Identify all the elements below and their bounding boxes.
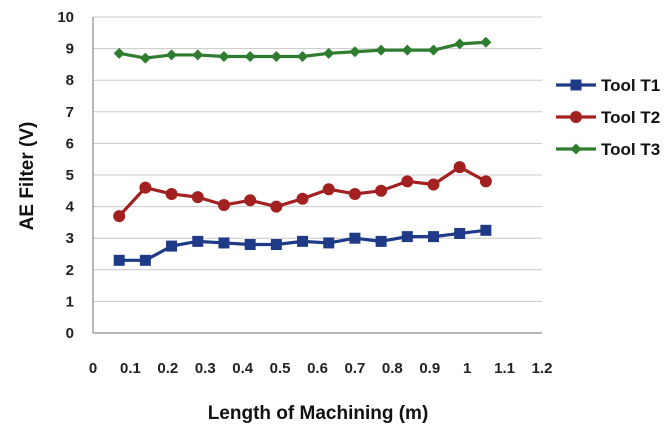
y-tick-labels: 0 1 2 3 4 5 6 7 8 9 10 xyxy=(57,9,74,342)
data-point xyxy=(192,49,204,61)
y-tick-label: 3 xyxy=(66,230,74,247)
data-point xyxy=(113,47,125,59)
series-tool-t2 xyxy=(113,161,492,223)
data-point xyxy=(139,254,151,266)
y-tick-label: 6 xyxy=(66,135,74,152)
data-point xyxy=(165,187,178,200)
series-tool-t3 xyxy=(113,36,492,64)
data-point xyxy=(401,231,413,243)
y-tick-label: 5 xyxy=(66,167,74,184)
data-point xyxy=(479,175,492,188)
legend: Tool T1 Tool T2 Tool T3 xyxy=(556,76,660,159)
data-point xyxy=(375,235,387,247)
data-point xyxy=(218,237,230,249)
x-tick-label: 1.2 xyxy=(532,360,553,377)
x-tick-label: 0.6 xyxy=(307,360,328,377)
legend-item: Tool T2 xyxy=(556,108,660,127)
series-tool-t1 xyxy=(113,224,492,266)
data-point xyxy=(401,44,413,56)
data-point xyxy=(113,210,126,223)
data-point xyxy=(192,235,204,247)
data-point xyxy=(270,200,283,213)
data-point xyxy=(375,44,387,56)
y-tick-label: 1 xyxy=(66,293,74,310)
data-point xyxy=(270,239,282,251)
y-axis-title: AE Filter (V) xyxy=(17,122,38,231)
data-point xyxy=(348,187,361,200)
data-point xyxy=(218,51,230,62)
data-point xyxy=(244,51,256,62)
series xyxy=(113,36,492,266)
data-point xyxy=(427,231,439,243)
data-point xyxy=(322,183,335,196)
data-point xyxy=(427,44,439,56)
data-point xyxy=(296,192,309,205)
data-point xyxy=(454,38,466,50)
data-point xyxy=(427,178,440,191)
x-tick-label: 0.1 xyxy=(120,360,141,377)
legend-marker xyxy=(570,79,582,91)
y-tick-label: 4 xyxy=(66,199,75,216)
data-point xyxy=(297,235,309,247)
y-tick-label: 8 xyxy=(66,72,74,89)
x-tick-label: 0.4 xyxy=(232,360,254,377)
data-point xyxy=(401,175,414,188)
legend-label: Tool T2 xyxy=(601,108,660,127)
axes xyxy=(92,17,542,334)
data-point xyxy=(113,254,125,266)
y-tick-label: 2 xyxy=(66,262,74,279)
data-point xyxy=(244,239,256,251)
legend-label: Tool T3 xyxy=(601,140,660,159)
y-tick-label: 10 xyxy=(57,9,74,26)
data-point xyxy=(270,51,282,62)
data-point xyxy=(323,47,335,59)
data-point xyxy=(191,191,204,204)
data-point xyxy=(166,240,178,252)
x-tick-label: 0.2 xyxy=(157,360,178,377)
data-point xyxy=(480,224,492,236)
legend-item: Tool T1 xyxy=(556,76,660,95)
grid-lines xyxy=(93,16,542,302)
x-tick-label: 0 xyxy=(89,360,97,377)
data-point xyxy=(139,52,151,64)
x-tick-label: 0.7 xyxy=(344,360,365,377)
x-tick-labels: 0 0.1 0.2 0.3 0.4 0.5 0.6 0.7 0.8 0.9 1 1.1 1.2 xyxy=(89,360,553,377)
y-tick-label: 0 xyxy=(66,325,74,342)
x-tick-label: 0.9 xyxy=(419,360,440,377)
data-point xyxy=(139,181,152,194)
data-point xyxy=(297,51,309,62)
data-point xyxy=(244,194,257,207)
data-point xyxy=(349,232,361,244)
legend-label: Tool T1 xyxy=(601,76,660,95)
data-point xyxy=(375,184,388,197)
data-point xyxy=(349,46,361,58)
x-tick-label: 0.3 xyxy=(195,360,216,377)
legend-item: Tool T3 xyxy=(556,140,660,159)
legend-marker xyxy=(570,143,582,155)
data-point xyxy=(480,36,492,48)
x-tick-label: 0.8 xyxy=(382,360,403,377)
data-point xyxy=(166,49,178,61)
x-tick-label: 1.1 xyxy=(494,360,515,377)
legend-marker xyxy=(570,111,582,123)
x-tick-label: 1 xyxy=(463,360,471,377)
data-point xyxy=(323,237,335,249)
x-tick-label: 0.5 xyxy=(270,360,291,377)
x-axis-title: Length of Machining (m) xyxy=(208,403,429,424)
data-point xyxy=(217,199,230,212)
data-point xyxy=(454,227,466,239)
y-tick-label: 9 xyxy=(66,41,74,58)
data-point xyxy=(453,161,466,174)
y-tick-label: 7 xyxy=(66,104,74,121)
